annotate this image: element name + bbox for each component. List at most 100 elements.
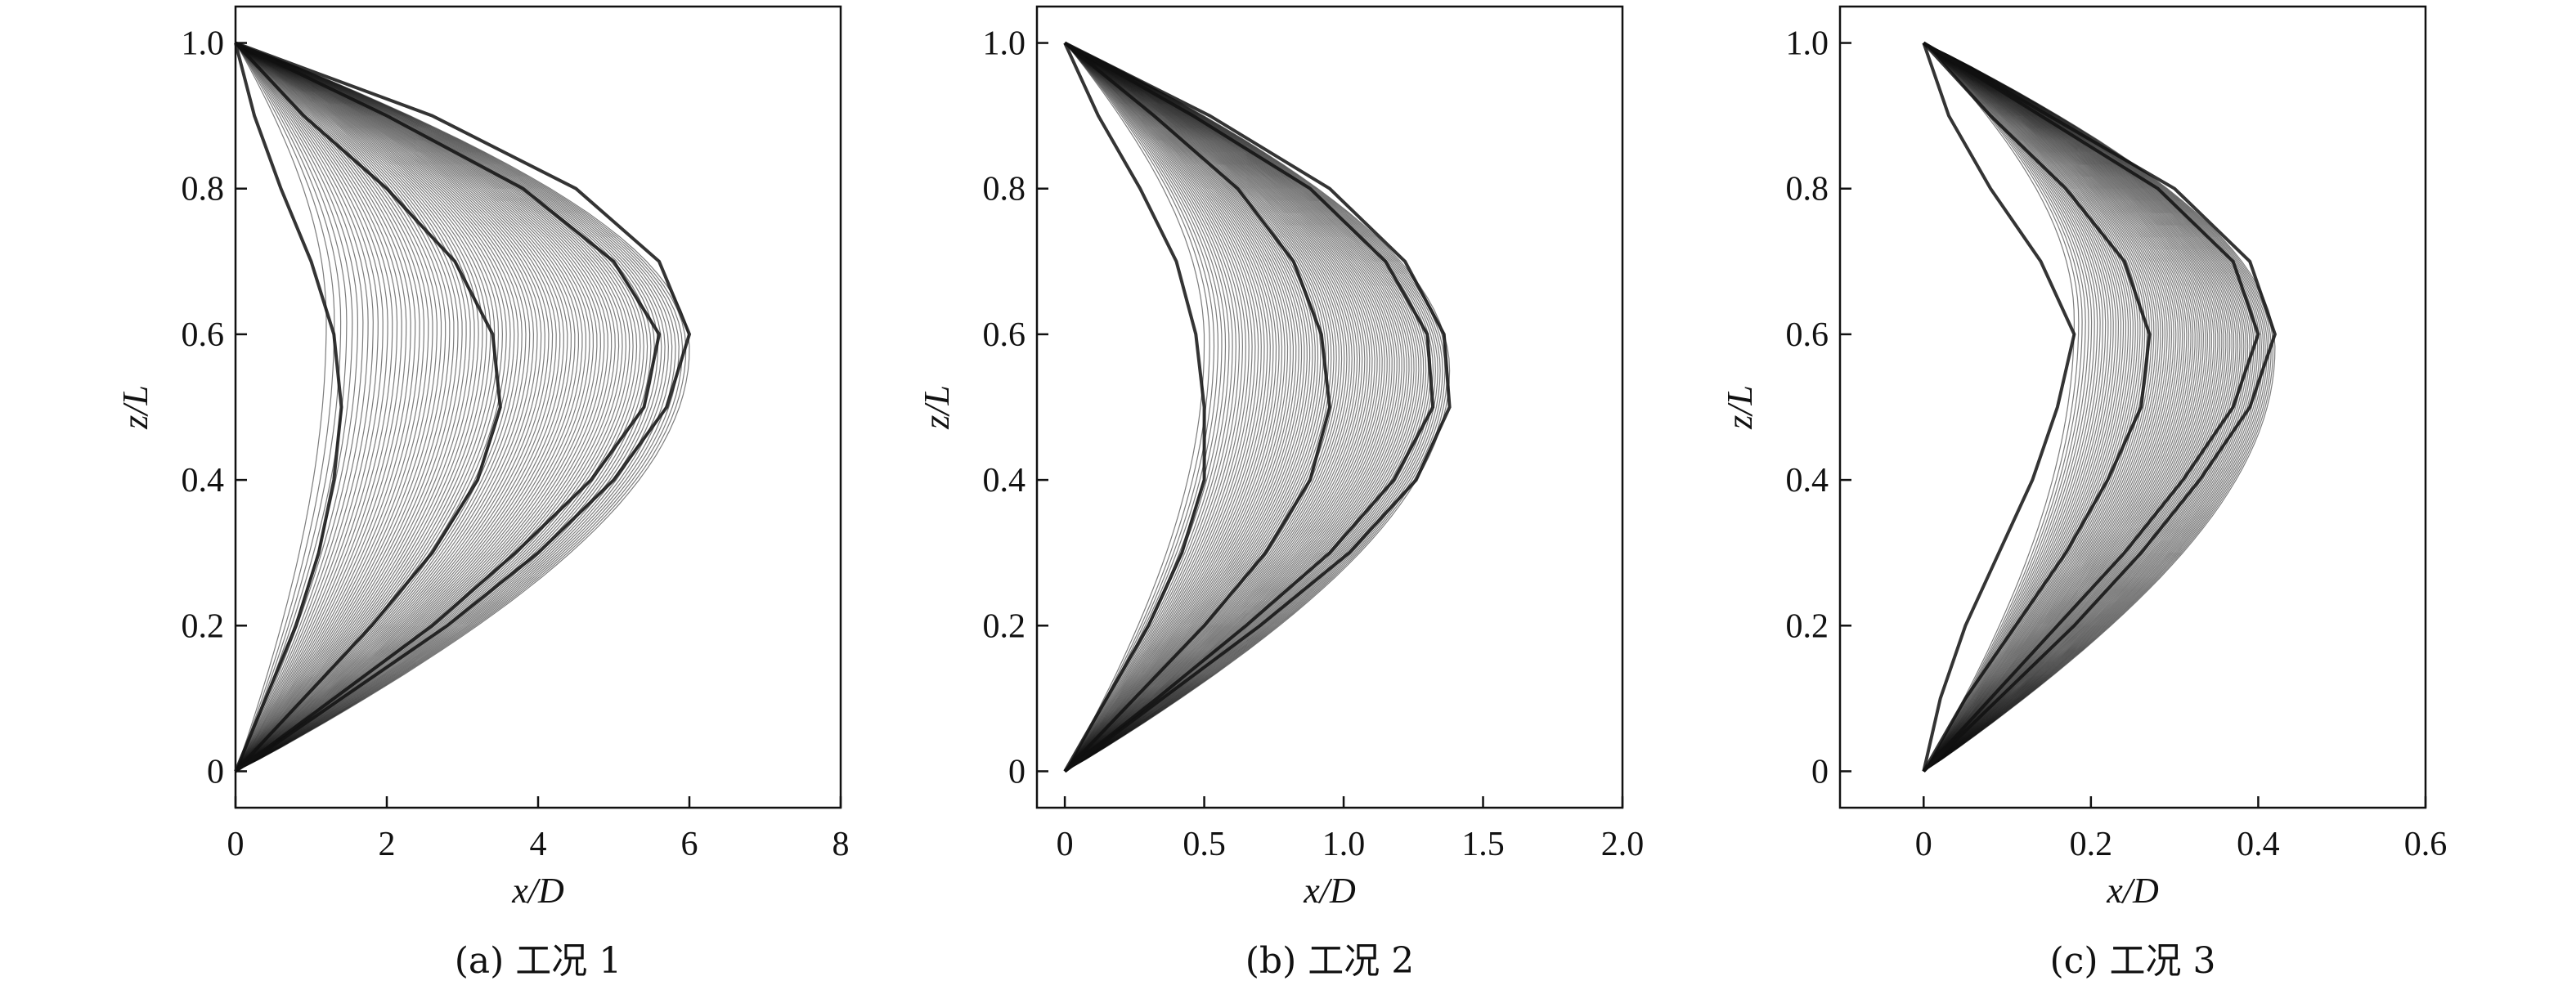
curve-line — [1923, 43, 2076, 772]
curve-line — [1064, 43, 1280, 772]
curve-line — [1064, 42, 1373, 772]
y-tick-label: 0.2 — [983, 607, 1026, 645]
y-tick-label: 0.4 — [182, 462, 225, 499]
curve-line — [1923, 42, 2183, 772]
curve-line — [235, 42, 561, 772]
curve-line — [235, 43, 393, 772]
y-tick-label: 0.4 — [983, 462, 1026, 499]
curve-line — [235, 42, 616, 773]
curve-line — [1064, 42, 1420, 773]
curve-line — [1064, 42, 1332, 772]
curve-line — [1923, 43, 2093, 772]
curve-line — [1923, 43, 2152, 772]
x-tick-label: 2.0 — [1601, 826, 1645, 863]
curve-line — [235, 42, 662, 773]
curve-line — [1064, 43, 1324, 772]
x-tick-label: 0.2 — [2070, 826, 2113, 863]
x-tick-label: 0 — [1915, 826, 1932, 863]
curve-line — [1064, 43, 1286, 772]
curve-line — [1064, 42, 1402, 773]
curve-line — [1064, 43, 1268, 772]
curve-line — [235, 42, 579, 772]
curve-line — [1064, 43, 1291, 772]
curve-line — [1923, 42, 2200, 772]
curve-line — [235, 42, 554, 772]
curve-line — [1923, 42, 2216, 772]
x-tick-label: 0.5 — [1183, 826, 1226, 863]
curve-line — [1923, 43, 2129, 772]
curve-line — [1064, 42, 1366, 772]
curve-line — [1923, 42, 2235, 772]
chart-panel-2: 0 0.5 1.0 1.5 2.0 0 0.2 0.4 0.6 0.8 1.0 x/D z/L (b) 工… — [917, 5, 1645, 982]
y-tick-label: 0 — [207, 753, 224, 791]
x-tick-label: 8 — [832, 826, 850, 863]
curve-line — [1923, 43, 2089, 772]
curve-line — [1064, 43, 1227, 772]
curve-line — [1923, 42, 2185, 772]
y-axis-label: z/L — [917, 385, 957, 430]
curve-line — [1923, 43, 2131, 772]
series-line-4 — [234, 41, 692, 773]
curve-line — [235, 42, 515, 772]
curve-line — [1923, 42, 2223, 772]
x-tick-label: 4 — [530, 826, 547, 863]
curve-line — [1923, 43, 2138, 772]
curve-line — [1064, 42, 1400, 772]
curve-line — [1923, 43, 2159, 772]
curve-line — [235, 42, 608, 773]
series-line-4 — [1063, 41, 1452, 773]
curve-line — [1064, 42, 1383, 772]
curve-line — [1923, 42, 2255, 772]
curve-line — [1064, 42, 1345, 772]
curve-line — [1923, 42, 2198, 772]
curve-line — [1923, 42, 2219, 772]
curve-line — [1923, 43, 2148, 772]
curve-line — [235, 43, 420, 772]
curve-line — [1923, 42, 2256, 772]
y-tick-label: 0 — [1008, 753, 1025, 791]
curve-line — [235, 43, 379, 772]
curve-line — [1064, 42, 1446, 773]
curve-line — [1064, 42, 1361, 772]
curve-line — [235, 43, 327, 772]
curve-line — [1923, 43, 2127, 772]
curve-line — [1064, 42, 1434, 773]
chart-panel-1: 0 2 4 6 8 0 0.2 0.4 0.6 0.8 1.0 x/D z/L (a) 工况 1 — [115, 5, 850, 982]
curve-line — [1064, 43, 1241, 772]
y-tick-label: 0.4 — [1786, 462, 1829, 499]
curve-line — [1923, 43, 2122, 772]
curve-line — [1923, 42, 2239, 772]
y-tick-label: 1.0 — [1786, 25, 1829, 63]
plot-frame — [1035, 5, 1624, 809]
curve-line — [1064, 42, 1358, 772]
curve-line — [235, 42, 680, 773]
curve-line — [1064, 43, 1299, 772]
curve-line — [1064, 43, 1297, 772]
x-axis-label: x/D — [2106, 871, 2159, 911]
curve-line — [235, 42, 666, 773]
curve-line — [1923, 42, 2231, 772]
curve-line — [1923, 42, 2233, 772]
y-tick-label: 0.2 — [1786, 607, 1829, 645]
curve-line — [1064, 42, 1348, 772]
curve-line — [1064, 42, 1380, 772]
curve-line — [235, 43, 335, 772]
curve-line — [235, 43, 475, 772]
curve-line — [1923, 42, 2228, 772]
curve-line — [1923, 42, 2192, 772]
curve-line — [1064, 43, 1271, 772]
curve-line — [235, 43, 459, 772]
curve-line — [235, 43, 364, 772]
x-tick-label: 2 — [379, 826, 396, 863]
curve-line — [1923, 42, 2213, 772]
curve-line — [1923, 43, 2164, 772]
curve-line — [1064, 43, 1283, 772]
curve-line — [1064, 42, 1405, 773]
curve-line — [1064, 42, 1376, 772]
curve-line — [1064, 42, 1448, 773]
curve-line — [235, 42, 542, 772]
curve-line — [1923, 42, 2173, 772]
curve-line — [1064, 42, 1356, 772]
plot-frame — [1838, 5, 2427, 809]
